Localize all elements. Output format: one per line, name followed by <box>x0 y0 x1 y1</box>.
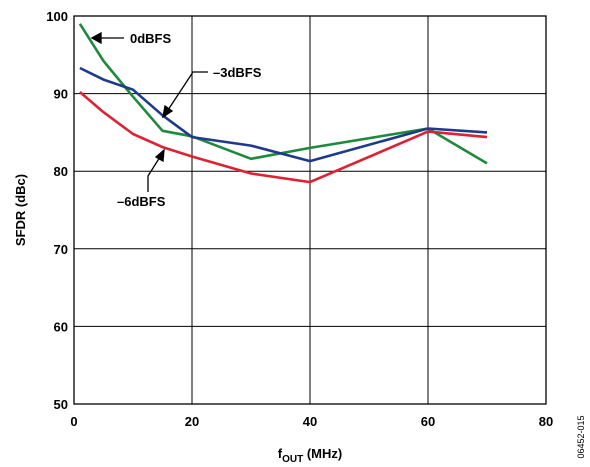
x-tick-label-1: 20 <box>185 414 199 429</box>
y-tick-label-3: 80 <box>54 164 68 179</box>
x-tick-label-3: 60 <box>421 414 435 429</box>
arrowhead-3dbfs <box>162 104 174 119</box>
y-tick-label-5: 100 <box>46 9 68 24</box>
arrowhead-0dbfs <box>90 31 102 45</box>
annotation-0dbfs: 0dBFS <box>130 31 172 46</box>
x-axis-title-unit: (MHz) <box>303 446 342 461</box>
arrow-3dbfs <box>167 71 208 111</box>
annotation-6dbfs: –6dBFS <box>117 194 166 209</box>
arrow-6dbfs <box>147 156 161 192</box>
y-tick-label-2: 70 <box>54 242 68 257</box>
arrowhead-6dbfs <box>154 148 165 163</box>
x-tick-label-4: 80 <box>539 414 553 429</box>
x-tick-labels: 0 20 40 60 80 <box>70 414 553 429</box>
x-tick-label-2: 40 <box>303 414 317 429</box>
plot-frame <box>73 15 547 405</box>
y-tick-label-4: 90 <box>54 87 68 102</box>
figure-id: 06452-015 <box>576 415 586 458</box>
x-axis-title-subscript: OUT <box>282 454 303 465</box>
x-axis-title: fOUT (MHz) <box>278 446 342 465</box>
series-line-2 <box>79 91 488 184</box>
annotation-arrows <box>90 31 208 192</box>
series-lines <box>78 23 488 184</box>
y-tick-label-0: 50 <box>54 397 68 412</box>
y-tick-labels: 50 60 70 80 90 100 <box>46 9 68 412</box>
x-tick-label-0: 0 <box>70 414 77 429</box>
y-tick-label-1: 60 <box>54 319 68 334</box>
x-axis-title-main: f <box>278 446 283 461</box>
series-line-1 <box>79 66 488 163</box>
annotation-3dbfs: –3dBFS <box>213 65 262 80</box>
grid <box>73 15 547 405</box>
y-axis-title: SFDR (dBc) <box>13 174 28 246</box>
